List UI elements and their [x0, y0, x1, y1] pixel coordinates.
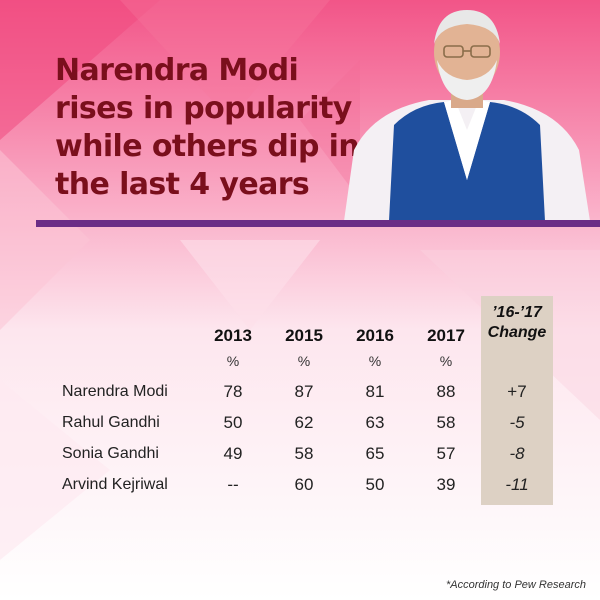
cell-arvind-2016: 50	[365, 475, 385, 494]
headline: Narendra Modi rises in popularity while …	[55, 52, 365, 204]
cell-arvind-change: -11	[505, 475, 529, 494]
unit-2015: %	[297, 353, 311, 369]
header-change: ’16-’17 Change	[481, 303, 553, 343]
source-footnote: *According to Pew Research	[445, 579, 586, 591]
cell-sonia-2017: 57	[436, 444, 456, 463]
header-change-label: Change	[487, 324, 547, 341]
cell-sonia-2015: 58	[294, 444, 314, 463]
cell-arvind-2015: 60	[294, 475, 314, 494]
unit-2017: %	[439, 353, 453, 369]
header-2016: 2016	[356, 326, 394, 345]
cell-rahul-2017: 58	[436, 413, 456, 432]
cell-sonia-2013: 49	[223, 444, 243, 463]
change-column-highlight	[481, 296, 553, 505]
header-change-years: ’16-’17	[492, 304, 542, 321]
cell-arvind-2017: 39	[436, 475, 456, 494]
headline-line-1: Narendra Modi	[55, 53, 299, 88]
headline-line-4: the last 4 years	[55, 167, 310, 202]
cell-rahul-change: -5	[509, 413, 525, 432]
row-label-arvind-kejriwal: Arvind Kejriwal	[62, 476, 168, 493]
cell-rahul-2013: 50	[223, 413, 243, 432]
row-label-rahul-gandhi: Rahul Gandhi	[62, 414, 160, 431]
headline-line-2: rises in popularity	[55, 91, 352, 126]
cell-arvind-2013: --	[227, 475, 239, 494]
unit-2016: %	[368, 353, 382, 369]
cell-modi-2013: 78	[223, 382, 243, 401]
cell-sonia-2016: 65	[365, 444, 385, 463]
header-2013: 2013	[214, 326, 252, 345]
row-label-narendra-modi: Narendra Modi	[62, 383, 168, 400]
cell-modi-2016: 81	[365, 382, 385, 401]
cell-modi-2017: 88	[436, 382, 456, 401]
cell-rahul-2015: 62	[294, 413, 314, 432]
cell-modi-2015: 87	[294, 382, 314, 401]
header-2017: 2017	[427, 326, 465, 345]
row-label-sonia-gandhi: Sonia Gandhi	[62, 445, 159, 462]
header-2015: 2015	[285, 326, 323, 345]
cell-modi-change: +7	[507, 382, 527, 401]
headline-line-3: while others dip in	[55, 129, 360, 164]
cell-sonia-change: -8	[509, 444, 525, 463]
narendra-modi-portrait	[344, 10, 590, 221]
cell-rahul-2016: 63	[365, 413, 385, 432]
unit-2013: %	[226, 353, 240, 369]
header-divider	[36, 220, 600, 227]
